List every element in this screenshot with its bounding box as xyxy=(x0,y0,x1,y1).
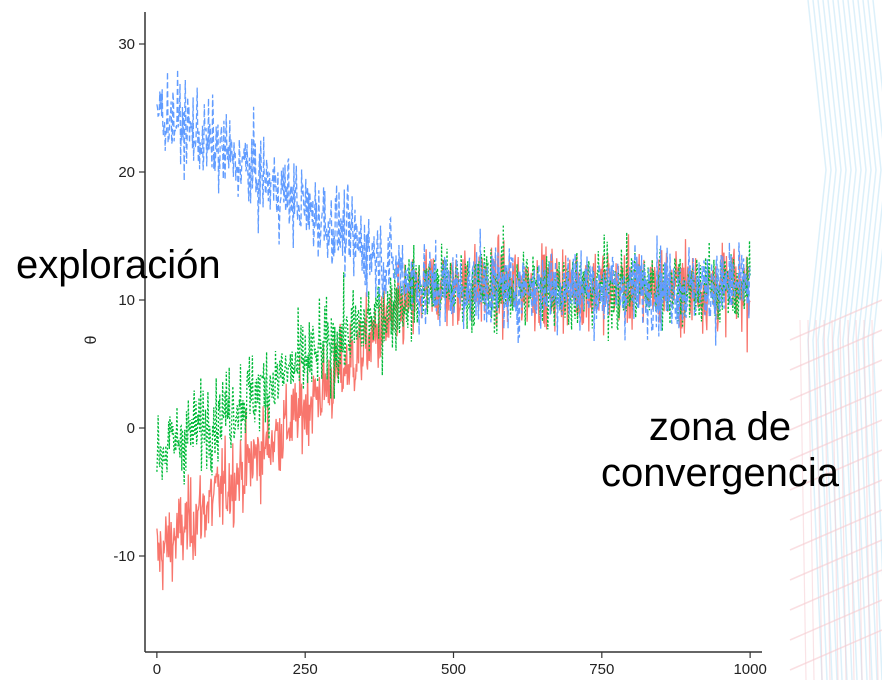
y-axis-title: θ xyxy=(83,335,100,344)
x-axis-ticks: 0 250 500 750 1000 xyxy=(153,652,767,678)
convergence-label-line1: zona de xyxy=(648,405,792,449)
y-axis-ticks: -10 0 10 20 30 xyxy=(113,36,145,565)
y-tick-label: 30 xyxy=(118,36,135,53)
y-tick-label: -10 xyxy=(113,548,135,565)
series-line-3 xyxy=(156,69,751,346)
series-layer xyxy=(156,69,751,591)
x-tick-label: 500 xyxy=(441,661,466,678)
x-tick-label: 1000 xyxy=(733,661,766,678)
y-tick-label: 0 xyxy=(127,420,135,437)
series-line-2 xyxy=(156,224,751,485)
exploration-annotation: exploración xyxy=(16,242,221,288)
convergence-label-line2: convergencia xyxy=(601,451,839,495)
convergence-annotation: zona de convergencia xyxy=(578,404,862,496)
x-tick-label: 250 xyxy=(293,661,318,678)
x-tick-label: 750 xyxy=(589,661,614,678)
axes-layer xyxy=(144,12,762,653)
y-tick-label: 10 xyxy=(118,292,135,309)
y-tick-label: 20 xyxy=(118,164,135,181)
x-tick-label: 0 xyxy=(153,661,161,678)
exploration-label: exploración xyxy=(16,243,221,287)
